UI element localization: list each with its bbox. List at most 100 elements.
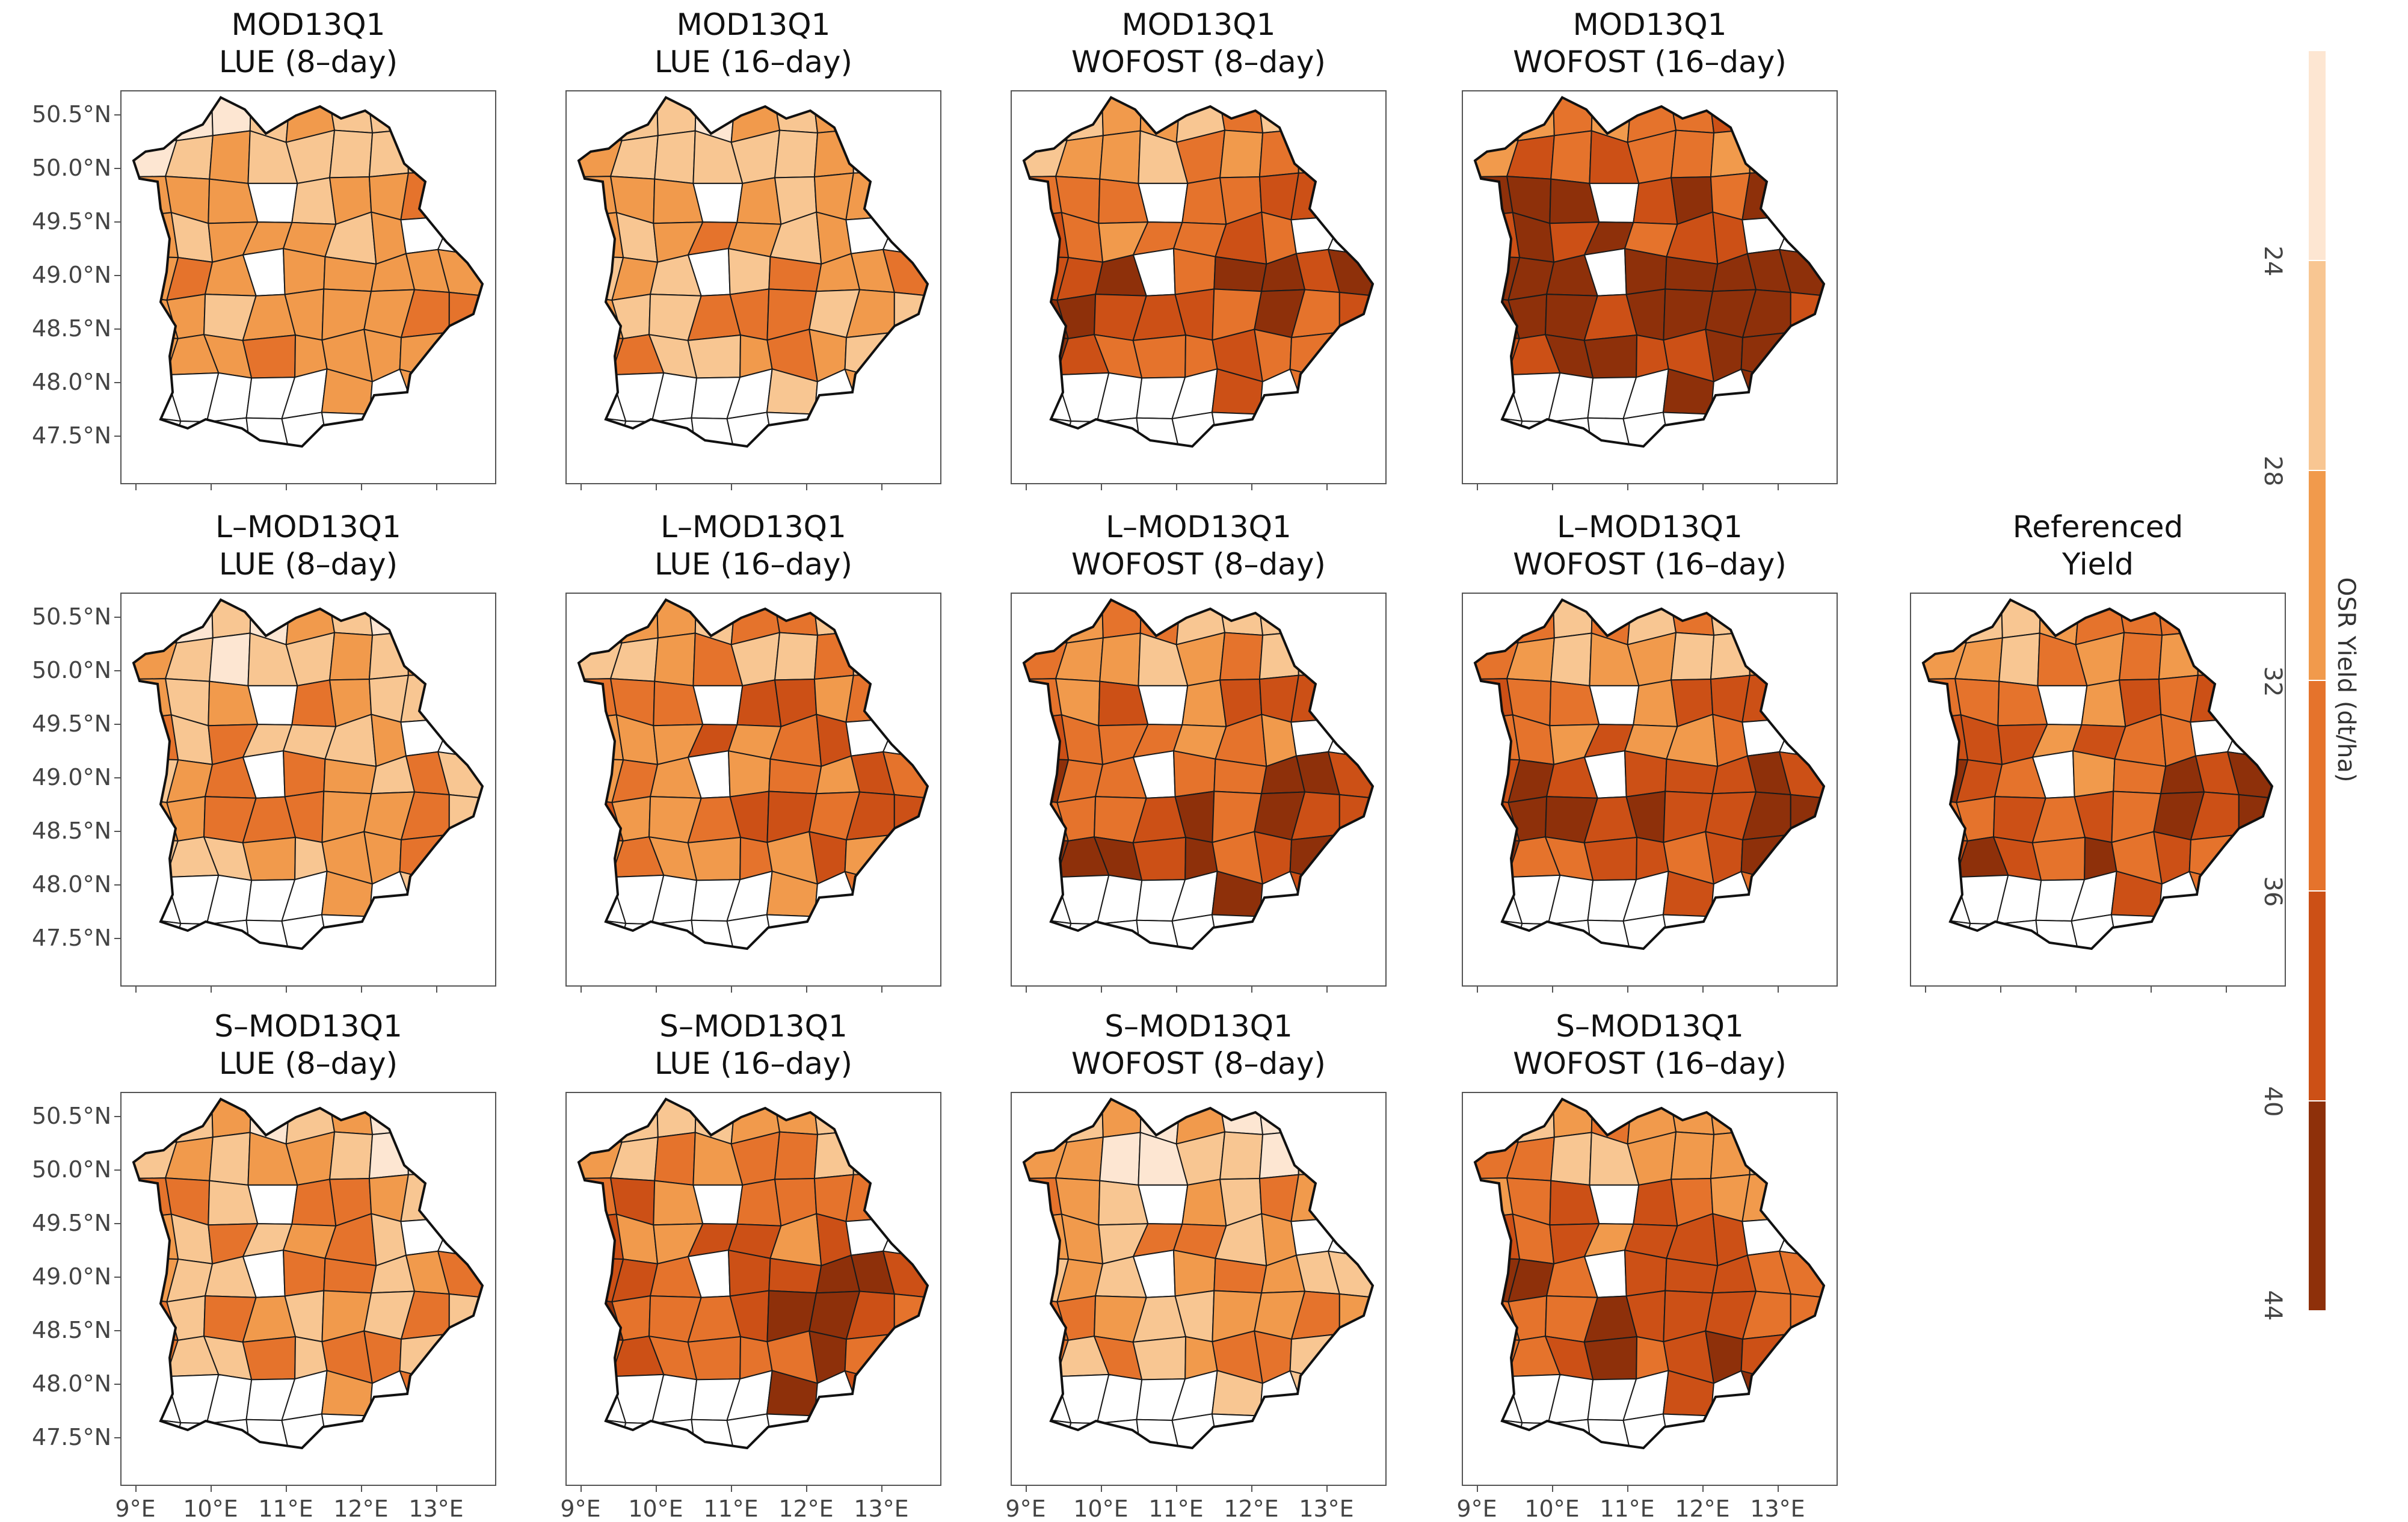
lon-tick bbox=[1552, 1486, 1553, 1492]
district bbox=[1788, 1376, 1824, 1418]
district bbox=[445, 1414, 482, 1448]
lat-tick-label: 50.0°N bbox=[31, 155, 111, 181]
district bbox=[1547, 1419, 1594, 1448]
lon-tick bbox=[1627, 1486, 1628, 1492]
district bbox=[1296, 1099, 1338, 1136]
district bbox=[1297, 129, 1339, 174]
lon-tick-label: 10°E bbox=[628, 1496, 683, 1522]
district bbox=[851, 908, 893, 949]
district bbox=[1096, 919, 1142, 949]
district bbox=[774, 129, 819, 179]
panel-title-line2: LUE (8–day) bbox=[218, 45, 398, 79]
district bbox=[1747, 908, 1790, 949]
district bbox=[206, 919, 252, 949]
district bbox=[1132, 1336, 1187, 1381]
district bbox=[1787, 97, 1824, 138]
district bbox=[134, 97, 177, 141]
district bbox=[890, 914, 928, 949]
lat-tick bbox=[114, 831, 120, 832]
district bbox=[1338, 331, 1373, 384]
district bbox=[242, 334, 297, 379]
district bbox=[726, 1413, 775, 1448]
lon-tick bbox=[1176, 987, 1177, 993]
district bbox=[407, 631, 449, 676]
lat-tick-label: 50.0°N bbox=[31, 657, 111, 683]
choropleth-map bbox=[1473, 598, 1826, 950]
lat-tick bbox=[114, 275, 120, 276]
lat-tick bbox=[114, 724, 120, 725]
district bbox=[1787, 1099, 1824, 1140]
district bbox=[1787, 914, 1824, 949]
lon-tick bbox=[1176, 1486, 1177, 1492]
district bbox=[891, 1172, 928, 1219]
lon-tick bbox=[1778, 1486, 1779, 1492]
panel-title: MOD13Q1 WOFOST (16–day) bbox=[1458, 6, 1843, 81]
lon-tick bbox=[1552, 987, 1553, 993]
district bbox=[579, 1177, 617, 1219]
panel-title: L–MOD13Q1 WOFOST (16–day) bbox=[1458, 508, 1843, 583]
map-panel bbox=[1011, 1092, 1387, 1486]
district bbox=[1788, 1172, 1824, 1219]
district bbox=[893, 331, 928, 384]
lon-tick-label: 13°E bbox=[408, 1496, 464, 1522]
choropleth-map bbox=[1022, 96, 1375, 448]
panel-title: MOD13Q1 LUE (8–day) bbox=[116, 6, 501, 81]
district bbox=[1475, 176, 1513, 218]
district bbox=[1507, 1295, 1548, 1341]
lat-tick bbox=[114, 938, 120, 939]
district bbox=[448, 1333, 482, 1385]
district bbox=[209, 1132, 251, 1186]
district bbox=[242, 1336, 297, 1381]
lon-tick bbox=[211, 484, 212, 490]
district bbox=[1337, 171, 1373, 218]
panel-title-line2: WOFOST (8–day) bbox=[1071, 547, 1326, 582]
lat-tick-label: 48.0°N bbox=[31, 871, 111, 898]
panel-title-line1: Referenced bbox=[2012, 510, 2184, 544]
district bbox=[812, 406, 860, 446]
lon-tick bbox=[580, 484, 582, 490]
district bbox=[1710, 1130, 1751, 1180]
district bbox=[893, 793, 928, 839]
colorbar-title: OSR Yield (dt/ha) bbox=[2332, 577, 2360, 783]
district bbox=[134, 714, 179, 761]
district bbox=[282, 247, 326, 295]
district bbox=[687, 1336, 742, 1381]
panel-title-line1: L–MOD13Q1 bbox=[1106, 510, 1292, 544]
lat-tick bbox=[114, 382, 120, 383]
colorbar-bin bbox=[2309, 891, 2326, 1101]
district bbox=[1475, 1177, 1513, 1219]
lon-tick-label: 12°E bbox=[1224, 1496, 1279, 1522]
colorbar-bin bbox=[2309, 1101, 2326, 1311]
district bbox=[1219, 632, 1264, 681]
lon-tick bbox=[580, 1486, 582, 1492]
district bbox=[1748, 129, 1790, 174]
district bbox=[579, 414, 627, 446]
district bbox=[1923, 600, 1967, 644]
district bbox=[774, 1131, 819, 1180]
district bbox=[727, 247, 771, 295]
district bbox=[400, 1172, 453, 1222]
district bbox=[1787, 412, 1824, 446]
state-outline bbox=[132, 96, 484, 448]
district bbox=[1024, 1177, 1062, 1219]
district bbox=[2081, 679, 2126, 727]
panel-title-line1: MOD13Q1 bbox=[1121, 7, 1276, 42]
district bbox=[1024, 1099, 1068, 1143]
district bbox=[579, 212, 624, 259]
district bbox=[812, 1408, 860, 1448]
panel-title: S–MOD13Q1 WOFOST (8–day) bbox=[1006, 1008, 1391, 1082]
district bbox=[1475, 714, 1521, 761]
district bbox=[727, 1249, 771, 1297]
district bbox=[1335, 97, 1373, 138]
lat-tick bbox=[114, 1116, 120, 1117]
district bbox=[1583, 836, 1638, 881]
district bbox=[1622, 914, 1672, 949]
district bbox=[1790, 1333, 1824, 1385]
map-panel bbox=[1462, 90, 1838, 484]
colorbar-bin bbox=[2309, 681, 2326, 892]
district bbox=[1258, 129, 1299, 178]
district bbox=[1172, 750, 1216, 798]
choropleth-map bbox=[1473, 96, 1826, 448]
lon-tick bbox=[656, 484, 657, 490]
district bbox=[1923, 916, 1971, 949]
